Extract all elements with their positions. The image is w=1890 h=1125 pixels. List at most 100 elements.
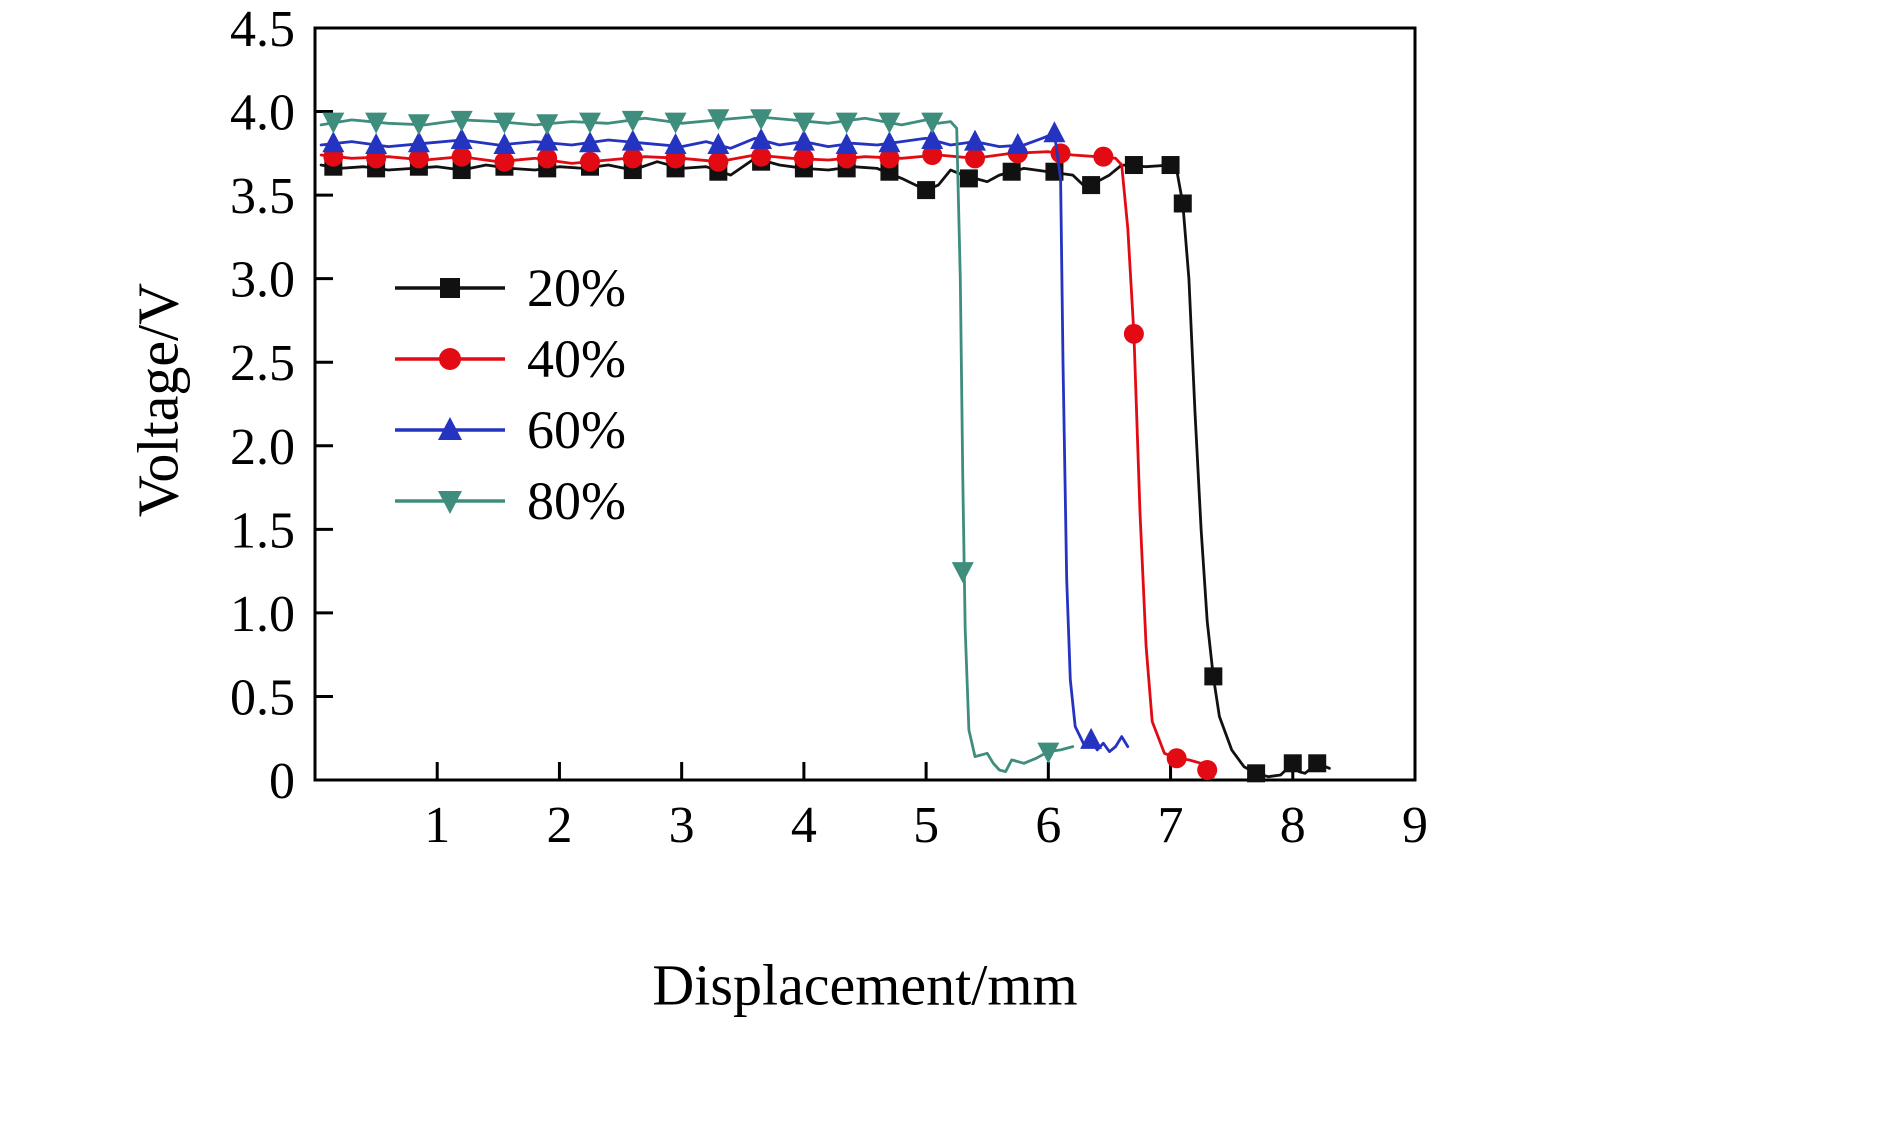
- marker-triangle-up: [1080, 727, 1103, 749]
- marker-square: [1204, 667, 1223, 686]
- marker-triangle-down: [450, 110, 473, 132]
- x-axis-title: Displacement/mm: [652, 952, 1078, 1018]
- marker-triangle-down: [1037, 742, 1060, 764]
- marker-triangle-up: [493, 132, 516, 154]
- marker-triangle-down: [322, 112, 345, 134]
- series-60%: [319, 121, 1130, 753]
- legend-entry-40%: 40%: [395, 329, 626, 389]
- x-tick-label: 8: [1280, 797, 1306, 854]
- marker-triangle-up: [664, 132, 687, 154]
- legend-label: 80%: [527, 471, 626, 531]
- y-axis-title: Voltage/V: [125, 282, 191, 518]
- legend-label: 60%: [527, 400, 626, 460]
- y-tick-label: 4.0: [230, 85, 295, 142]
- legend-entry-20%: 20%: [395, 258, 626, 318]
- x-tick-label: 1: [424, 797, 450, 854]
- legend-label: 40%: [527, 329, 626, 389]
- marker-circle: [1123, 323, 1144, 344]
- series-line: [319, 131, 1130, 753]
- plot-frame: [313, 26, 1417, 782]
- marker-square: [917, 181, 936, 200]
- marker-circle: [922, 145, 943, 166]
- marker-square: [1283, 754, 1302, 773]
- y-tick-label: 3.0: [230, 252, 295, 309]
- marker-triangle-up: [1006, 132, 1029, 154]
- marker-triangle-up: [707, 132, 730, 154]
- marker-square: [440, 278, 460, 298]
- marker-triangle-up: [792, 129, 815, 151]
- marker-triangle-up: [621, 129, 644, 151]
- marker-circle: [1093, 146, 1114, 167]
- y-tick-label: 1.5: [230, 502, 295, 559]
- marker-triangle-down: [407, 114, 430, 136]
- y-tick-label: 0: [269, 753, 295, 810]
- y-tick-label: 3.5: [230, 168, 295, 225]
- marker-circle: [622, 148, 643, 169]
- y-tick-label: 0.5: [230, 669, 295, 726]
- marker-square: [1308, 754, 1327, 773]
- y-tick-label: 1.0: [230, 586, 295, 643]
- marker-circle: [408, 148, 429, 169]
- series-line: [319, 150, 1215, 779]
- marker-triangle-up: [579, 131, 601, 153]
- x-tick-label: 2: [546, 797, 572, 854]
- marker-triangle-up: [750, 127, 773, 149]
- y-axis: 0 0.5 1.0 1.5 2.0 2.5 3.0 3.5 4.0 4.5: [230, 1, 333, 810]
- marker-triangle-down: [750, 109, 773, 131]
- x-tick-label: 4: [791, 797, 817, 854]
- marker-triangle-down: [664, 112, 687, 134]
- marker-triangle-down: [438, 491, 462, 514]
- marker-triangle-up: [878, 131, 901, 153]
- legend-entry-80%: 80%: [395, 471, 626, 531]
- marker-circle: [965, 148, 985, 169]
- marker-triangle-down: [579, 112, 601, 134]
- marker-circle: [751, 146, 772, 167]
- y-tick-label: 2.0: [230, 419, 295, 476]
- y-tick-label: 2.5: [230, 335, 295, 392]
- marker-triangle-up: [964, 129, 986, 151]
- marker-triangle-down: [951, 562, 974, 584]
- marker-circle: [879, 148, 900, 169]
- marker-triangle-up: [365, 132, 388, 154]
- legend: 20% 40% 60% 80%: [395, 258, 626, 531]
- marker-triangle-down: [493, 112, 516, 134]
- marker-circle: [439, 348, 461, 370]
- marker-square: [1002, 162, 1021, 181]
- marker-triangle-up: [407, 131, 430, 153]
- marker-square: [1161, 156, 1180, 175]
- marker-triangle-up: [536, 129, 559, 151]
- marker-triangle-up: [921, 127, 944, 149]
- x-tick-label: 9: [1402, 797, 1428, 854]
- marker-triangle-down: [835, 112, 858, 134]
- marker-circle: [580, 151, 600, 172]
- marker-triangle-up: [1043, 121, 1066, 143]
- marker-circle: [1197, 759, 1218, 780]
- marker-circle: [451, 146, 472, 167]
- marker-triangle-down: [536, 114, 559, 136]
- marker-circle: [793, 148, 814, 169]
- legend-label: 20%: [527, 258, 626, 318]
- marker-triangle-down: [921, 112, 944, 134]
- marker-square: [1124, 156, 1143, 175]
- marker-circle: [494, 151, 515, 172]
- x-axis: 1 2 3 4 5 6 7 8 9: [424, 762, 1428, 854]
- marker-triangle-up: [438, 417, 462, 440]
- marker-square: [1173, 194, 1192, 213]
- marker-triangle-down: [792, 112, 815, 134]
- marker-triangle-up: [450, 127, 473, 149]
- marker-square: [1247, 764, 1266, 783]
- y-tick-label: 4.5: [230, 1, 295, 58]
- marker-square: [1082, 176, 1101, 195]
- marker-triangle-down: [621, 110, 644, 132]
- marker-triangle-down: [707, 109, 730, 131]
- x-tick-label: 6: [1035, 797, 1061, 854]
- series-40%: [319, 143, 1218, 780]
- marker-circle: [1050, 143, 1071, 164]
- marker-circle: [537, 148, 558, 169]
- x-tick-label: 5: [913, 797, 939, 854]
- marker-triangle-down: [365, 112, 388, 134]
- series-line: [319, 115, 1075, 773]
- marker-triangle-down: [878, 112, 901, 134]
- marker-circle: [708, 151, 729, 172]
